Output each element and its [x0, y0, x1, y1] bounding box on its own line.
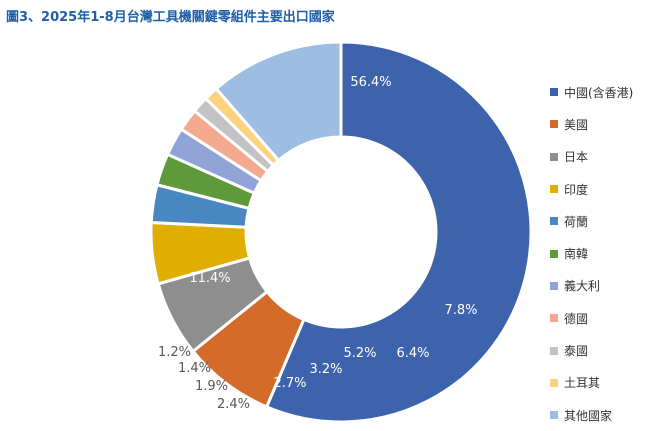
- legend: 中國(含香港) 美國日本印度荷蘭南韓義大利德國泰國土耳其其他國家: [550, 76, 633, 431]
- legend-label: 荷蘭: [564, 214, 589, 229]
- legend-swatch: [550, 346, 558, 355]
- legend-label: 印度: [564, 182, 589, 197]
- legend-swatch: [550, 88, 558, 97]
- legend-swatch: [550, 185, 558, 194]
- legend-label: 義大利: [564, 279, 601, 294]
- legend-swatch: [550, 411, 558, 420]
- legend-swatch: [550, 120, 558, 129]
- legend-label: 德國: [564, 311, 589, 326]
- legend-item-0: 中國(含香港): [550, 76, 633, 108]
- data-label-6: 2.4%: [217, 397, 250, 412]
- legend-item-7: 德國: [550, 302, 633, 334]
- legend-item-3: 印度: [550, 173, 633, 205]
- legend-swatch: [550, 152, 558, 161]
- legend-item-6: 義大利: [550, 270, 633, 302]
- legend-item-8: 泰國: [550, 334, 633, 366]
- legend-label: 土耳其: [564, 376, 601, 391]
- legend-item-1: 美國: [550, 108, 633, 140]
- data-label-5: 2.7%: [273, 376, 306, 391]
- legend-label: 美國: [564, 117, 589, 132]
- legend-swatch: [550, 249, 558, 258]
- legend-swatch: [550, 378, 558, 387]
- data-label-9: 1.2%: [158, 345, 191, 360]
- slice-0: [264, 40, 533, 424]
- slice-10: [214, 40, 343, 163]
- data-label-2: 6.4%: [396, 346, 429, 361]
- legend-swatch: [550, 217, 558, 226]
- data-label-10: 11.4%: [189, 271, 230, 286]
- legend-swatch: [550, 281, 558, 290]
- legend-item-4: 荷蘭: [550, 205, 633, 237]
- legend-label: 中國(含香港): [564, 85, 634, 100]
- data-label-8: 1.4%: [178, 361, 211, 376]
- data-label-7: 1.9%: [195, 379, 228, 394]
- legend-label: 南韓: [564, 247, 589, 262]
- chart-title: 圖3、2025年1-8月台灣工具機關鍵零組件主要出口國家: [6, 10, 335, 25]
- legend-label: 其他國家: [564, 408, 613, 423]
- data-label-3: 5.2%: [343, 346, 376, 361]
- legend-item-5: 南韓: [550, 237, 633, 269]
- legend-label: 泰國: [564, 344, 589, 359]
- data-label-4: 3.2%: [309, 362, 342, 377]
- legend-label: 日本: [564, 150, 589, 165]
- data-label-0: 56.4%: [350, 75, 391, 90]
- legend-item-2: 日本: [550, 141, 633, 173]
- legend-swatch: [550, 314, 558, 323]
- legend-item-10: 其他國家: [550, 399, 633, 431]
- legend-item-9: 土耳其: [550, 367, 633, 399]
- data-label-1: 7.8%: [444, 303, 477, 318]
